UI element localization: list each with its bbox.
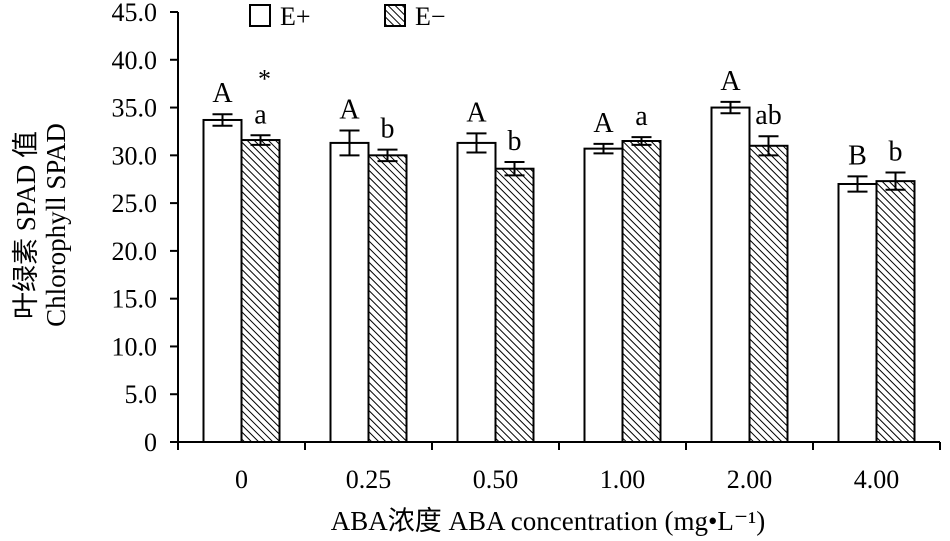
x-tick-label: 0.25 <box>346 465 392 494</box>
y-tick-label: 25.0 <box>112 189 158 218</box>
y-tick-label: 45.0 <box>112 0 158 27</box>
x-tick-label: 0.50 <box>473 465 519 494</box>
bar-e-minus <box>621 140 662 443</box>
y-axis-title-line2: Chlorophyll SPAD <box>41 123 71 327</box>
x-tick-label: 4.00 <box>854 465 900 494</box>
significance-label: ab <box>755 100 781 131</box>
bar-e-minus <box>875 180 916 443</box>
bar-e-plus <box>710 106 751 444</box>
y-axis-title-line1: 叶绿素 SPAD 值 <box>11 131 41 319</box>
y-tick-label: 20.0 <box>112 237 158 266</box>
significance-label: a <box>254 99 267 130</box>
significance-label: A <box>339 94 360 125</box>
legend-swatch-e-plus <box>249 4 271 27</box>
legend-swatch-e-minus <box>384 4 406 27</box>
significance-label: B <box>848 140 867 171</box>
legend-label-e-minus: E− <box>415 2 446 31</box>
significance-label: A <box>593 108 614 139</box>
bar-e-plus <box>202 118 243 443</box>
significance-label: A <box>466 97 487 128</box>
significance-label: A <box>212 78 233 109</box>
significance-label: b <box>508 126 522 157</box>
bar-e-plus <box>583 147 624 443</box>
x-tick-label: 0 <box>235 465 248 494</box>
x-tick-label: 2.00 <box>727 465 773 494</box>
significance-label: b <box>381 114 395 145</box>
y-tick-label: 35.0 <box>112 94 158 123</box>
y-tick-label: 40.0 <box>112 46 158 75</box>
y-tick-label: 0 <box>144 428 157 457</box>
y-tick-label: 30.0 <box>112 141 158 170</box>
bar-e-minus <box>748 144 789 443</box>
bar-e-minus <box>367 154 408 443</box>
x-axis-title: ABA浓度 ABA concentration (mg•L⁻¹) <box>331 506 765 536</box>
bar-e-plus <box>456 141 497 444</box>
y-tick-label: 5.0 <box>125 380 158 409</box>
significance-label: b <box>889 137 903 168</box>
significance-label: a <box>635 101 648 132</box>
annotation-star: * <box>258 64 271 93</box>
axes <box>177 12 940 443</box>
y-tick-label: 15.0 <box>112 285 158 314</box>
y-axis-title: 叶绿素 SPAD 值 Chlorophyll SPAD <box>11 123 71 327</box>
bar-e-plus <box>837 183 878 443</box>
significance-label: A <box>720 66 741 97</box>
ticks: 0 5.0 10.0 15.0 20.0 25.0 30.0 35.0 40.0 45.0 0 0.2… <box>112 0 941 494</box>
legend-label-e-plus: E+ <box>280 2 311 31</box>
legend: E+ E− <box>249 2 446 31</box>
y-tick-label: 10.0 <box>112 332 158 361</box>
x-tick-label: 1.00 <box>600 465 646 494</box>
bar-e-minus <box>240 139 281 444</box>
bar-e-minus <box>494 167 535 443</box>
bar-e-plus <box>329 141 370 444</box>
